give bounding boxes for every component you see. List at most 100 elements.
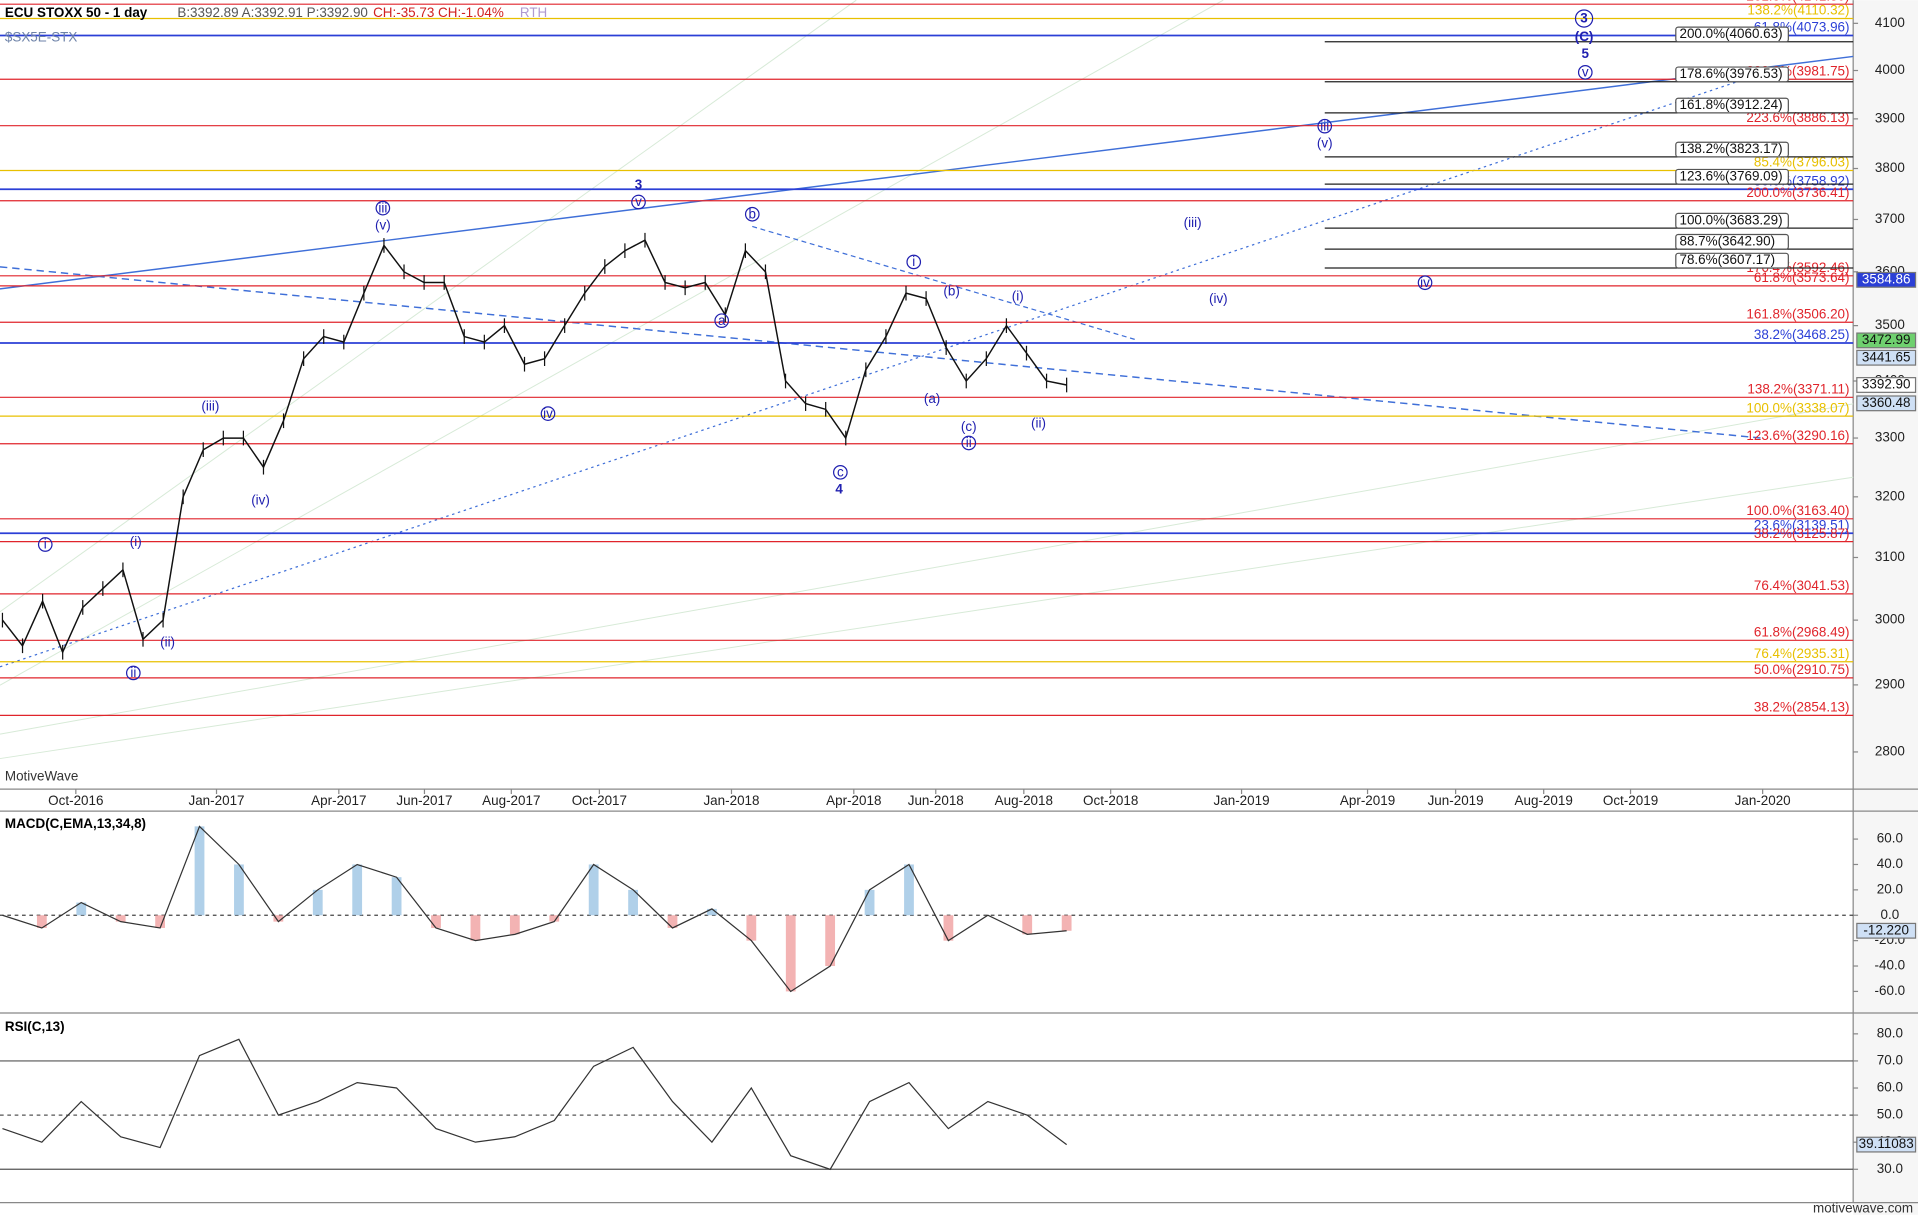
macd-histogram xyxy=(76,902,87,916)
current-label: 39.11083 xyxy=(1859,1136,1914,1151)
extension-box xyxy=(1675,252,1789,269)
wave-circle xyxy=(961,435,977,451)
change: CH:-35.73 CH:-1.04% xyxy=(373,5,504,20)
wave-label: iv xyxy=(543,406,553,421)
extension-label: 178.6%(3976.53) xyxy=(1679,66,1782,81)
wave-label: (c) xyxy=(961,419,977,434)
macd-histogram xyxy=(943,915,954,941)
fib-label: 38.2%(3468.25) xyxy=(1754,327,1850,342)
current-label: -12.220 xyxy=(1863,922,1909,937)
y-tick-label: 3700 xyxy=(1875,211,1905,226)
y-tick-label: -60.0 xyxy=(1875,983,1906,998)
wave-label: c xyxy=(837,464,844,479)
wave-circle xyxy=(906,254,922,270)
macd-histogram xyxy=(470,915,481,941)
macd-histogram xyxy=(864,889,875,916)
y-tick-label: 4000 xyxy=(1875,62,1905,77)
fib-label: 85.4%(3796.03) xyxy=(1754,155,1850,170)
wave-circle xyxy=(631,194,646,210)
macd-histogram xyxy=(1061,915,1072,931)
fib-label: 261.8%(4141.30) xyxy=(1746,0,1849,3)
price-tag xyxy=(1856,271,1917,288)
macd-histogram xyxy=(234,864,244,916)
price-tag-label: 3584.86 xyxy=(1862,271,1911,286)
extension-label: 200.0%(4060.63) xyxy=(1679,26,1782,41)
y-tick-label: 2800 xyxy=(1875,743,1905,758)
extension-box xyxy=(1675,141,1789,158)
x-tick-label: Jan-2018 xyxy=(703,793,759,808)
wave-label: (iii) xyxy=(201,398,219,413)
wave-label: (v) xyxy=(1317,135,1333,150)
wave-circle xyxy=(744,206,760,222)
extension-label: 78.6%(3607.17) xyxy=(1679,252,1775,267)
y-tick-label: 60.0 xyxy=(1877,831,1903,846)
macd-histogram xyxy=(785,915,796,992)
site: motivewave.com xyxy=(1813,1200,1913,1215)
y-tick-label: 3900 xyxy=(1875,110,1905,125)
y-tick-label: 70.0 xyxy=(1877,1052,1903,1067)
wave-label: 5 xyxy=(1582,46,1590,61)
extension-box xyxy=(1675,168,1789,185)
fib-label: 61.8%(3573.64) xyxy=(1754,270,1850,285)
extension-label: 123.6%(3769.09) xyxy=(1679,168,1782,183)
wave-label: iii xyxy=(1320,118,1329,133)
x-tick-label: Jun-2019 xyxy=(1428,793,1484,808)
wave-circle xyxy=(714,313,730,328)
wave-circle xyxy=(540,406,556,421)
macd-histogram xyxy=(667,915,678,928)
wave-label: (C) xyxy=(1575,29,1594,44)
trend-line xyxy=(0,72,1762,668)
y-tick-label: 30.0 xyxy=(1877,1161,1903,1176)
macd-histogram xyxy=(273,915,284,922)
wave-label: (iv) xyxy=(1209,291,1228,306)
price-tag xyxy=(1856,377,1917,393)
wave-label: iii xyxy=(378,200,387,215)
macd-histogram xyxy=(352,864,363,916)
wave-label: (v) xyxy=(375,217,391,232)
wave-label: i xyxy=(912,254,915,269)
macd-histogram xyxy=(509,915,520,935)
plot-layer: 2800290030003100320033003400350036003700… xyxy=(0,0,1917,1176)
wave-label: b xyxy=(749,206,756,221)
macd-histogram xyxy=(904,864,914,916)
wave-label: (iii) xyxy=(1184,215,1202,230)
price-tag-label: 3360.48 xyxy=(1862,395,1911,410)
x-tick-label: Jan-2019 xyxy=(1214,793,1270,808)
y-tick-label: 50.0 xyxy=(1877,1107,1903,1122)
fib-label: 123.6%(3290.16) xyxy=(1746,428,1849,443)
wave-label: ii xyxy=(966,435,972,450)
extension-box xyxy=(1675,212,1789,229)
y-tick-label: 20.0 xyxy=(1877,881,1903,896)
extension-box xyxy=(1675,97,1789,114)
wave-label: (a) xyxy=(924,391,940,406)
macd-histogram xyxy=(391,877,402,916)
price-tag xyxy=(1856,395,1917,412)
fib-label: 76.4%(2935.31) xyxy=(1754,646,1850,661)
wave-label: i xyxy=(44,537,47,552)
y-tick-label: 60.0 xyxy=(1877,1080,1903,1095)
x-tick-label: Aug-2018 xyxy=(995,793,1053,808)
trend-line xyxy=(0,55,1854,290)
wave-circle xyxy=(1417,275,1433,291)
macd-histogram xyxy=(549,915,560,922)
x-tick-label: Oct-2016 xyxy=(48,793,103,808)
wave-label: 3 xyxy=(1580,11,1587,26)
fib-label: 100.0%(3338.07) xyxy=(1746,400,1849,415)
extension-box xyxy=(1675,66,1789,83)
fib-label: 38.2%(3125.87) xyxy=(1754,526,1850,541)
current-tag xyxy=(1856,922,1917,939)
wave-circle xyxy=(1574,9,1594,28)
y-tick-label: 2900 xyxy=(1875,676,1905,691)
x-tick-label: Oct-2018 xyxy=(1083,793,1138,808)
macd-histogram xyxy=(628,889,638,916)
quote: B:3392.89 A:3392.91 P:3392.90 xyxy=(177,5,368,20)
indicator-line xyxy=(2,1038,1068,1171)
fib-label: 200.0%(3736.41) xyxy=(1746,185,1849,200)
y-tick-label: 0.0 xyxy=(1881,907,1900,922)
fib-label: 223.6%(3886.13) xyxy=(1746,110,1849,125)
extension-label: 88.7%(3642.90) xyxy=(1679,233,1775,248)
wave-label: a xyxy=(718,313,726,328)
fib-label: 161.8%(3506.20) xyxy=(1746,306,1849,321)
wave-circle xyxy=(125,665,141,681)
